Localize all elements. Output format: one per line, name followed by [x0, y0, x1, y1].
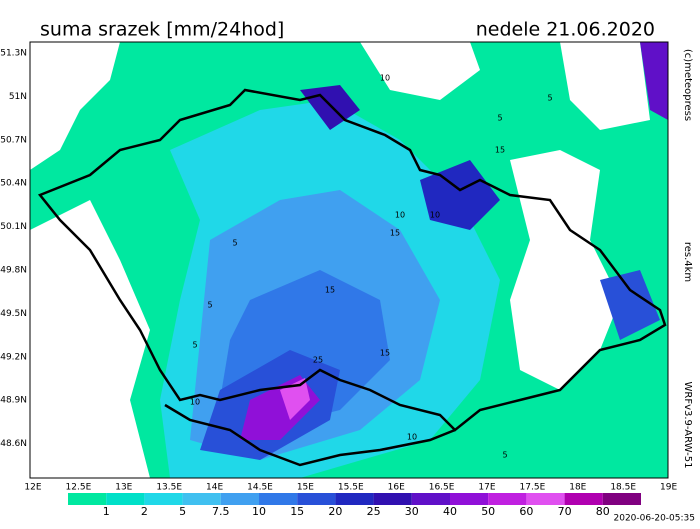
lat-label: 51.3N [0, 49, 27, 59]
colorbar-label: 20 [328, 505, 342, 518]
lon-label: 14E [206, 483, 223, 493]
contour-label: 10 [407, 433, 417, 442]
lat-label: 49.2N [0, 352, 27, 362]
colorbar-swatch [297, 493, 336, 505]
model: WRFv3.9-ARW-51 [682, 382, 693, 469]
colorbar-swatch [220, 493, 259, 505]
colorbar-swatch [144, 493, 183, 505]
colorbar-label: 60 [519, 505, 533, 518]
lon-label: 18.5E [610, 483, 636, 493]
resolution: res.4km [682, 242, 693, 282]
contour-label: 10 [430, 211, 440, 220]
lat-label: 51N [9, 92, 27, 102]
colorbar-swatch [182, 493, 221, 505]
colorbar-swatch [450, 493, 489, 505]
colorbar-label: 7.5 [212, 505, 230, 518]
date: nedele 21.06.2020 [476, 19, 655, 41]
lon-label: 14.5E [247, 483, 273, 493]
lon-label: 13.5E [156, 483, 182, 493]
colorbar-swatch [106, 493, 145, 505]
colorbar-swatch [526, 493, 565, 505]
colorbar-swatch [373, 493, 412, 505]
contour-label: 10 [395, 211, 405, 220]
lat-label: 50.4N [0, 179, 27, 189]
lon-label: 18E [569, 483, 586, 493]
map [29, 41, 669, 479]
lon-label: 15.5E [338, 483, 364, 493]
colorbar-label: 5 [179, 505, 186, 518]
lat-label: 48.9N [0, 396, 27, 406]
contour-label: 15 [325, 286, 335, 295]
lat-label: 50.1N [0, 222, 27, 232]
colorbar-label: 25 [367, 505, 381, 518]
lon-label: 16E [388, 483, 405, 493]
contour-label: 5 [232, 239, 237, 248]
contour-label: 10 [380, 74, 390, 83]
colorbar-swatch [602, 493, 641, 505]
contour-label: 25 [313, 356, 323, 365]
contour-label: 15 [390, 229, 400, 238]
colorbar-swatch [411, 493, 450, 505]
colorbar-label: 15 [290, 505, 304, 518]
contour-label: 5 [192, 341, 197, 350]
colorbar-swatch [259, 493, 298, 505]
colorbar-swatch [335, 493, 374, 505]
contour-label: 5 [502, 451, 507, 460]
colorbar-label: 80 [596, 505, 610, 518]
lat-label: 48.6N [0, 439, 27, 449]
contour-label: 5 [547, 94, 552, 103]
lon-label: 19E [660, 483, 677, 493]
colorbar-label: 1 [103, 505, 110, 518]
lon-label: 15E [297, 483, 314, 493]
colorbar-label: 40 [443, 505, 457, 518]
colorbar-label: 50 [481, 505, 495, 518]
title: suma srazek [mm/24hod] [40, 19, 284, 41]
lon-label: 17E [478, 483, 495, 493]
colorbar-label: 10 [252, 505, 266, 518]
lon-label: 17.5E [520, 483, 546, 493]
contour-label: 10 [190, 398, 200, 407]
lon-label: 12.5E [66, 483, 92, 493]
colorbar-label: 30 [405, 505, 419, 518]
timestamp: 2020-06-20-05:35 [614, 514, 696, 524]
contour-label: 15 [380, 349, 390, 358]
contour-label: 5 [207, 301, 212, 310]
lat-label: 50.7N [0, 135, 27, 145]
contour-label: 15 [495, 146, 505, 155]
lat-label: 49.5N [0, 309, 27, 319]
lat-label: 49.8N [0, 266, 27, 276]
colorbar-swatch [68, 493, 107, 505]
lon-label: 12E [24, 483, 41, 493]
copyright: (c)meteopress [682, 49, 693, 121]
colorbar-swatch [488, 493, 527, 505]
lon-label: 16.5E [429, 483, 455, 493]
colorbar-swatch [564, 493, 603, 505]
lon-label: 13E [115, 483, 132, 493]
colorbar-label: 2 [141, 505, 148, 518]
colorbar-label: 70 [558, 505, 572, 518]
contour-label: 5 [497, 114, 502, 123]
